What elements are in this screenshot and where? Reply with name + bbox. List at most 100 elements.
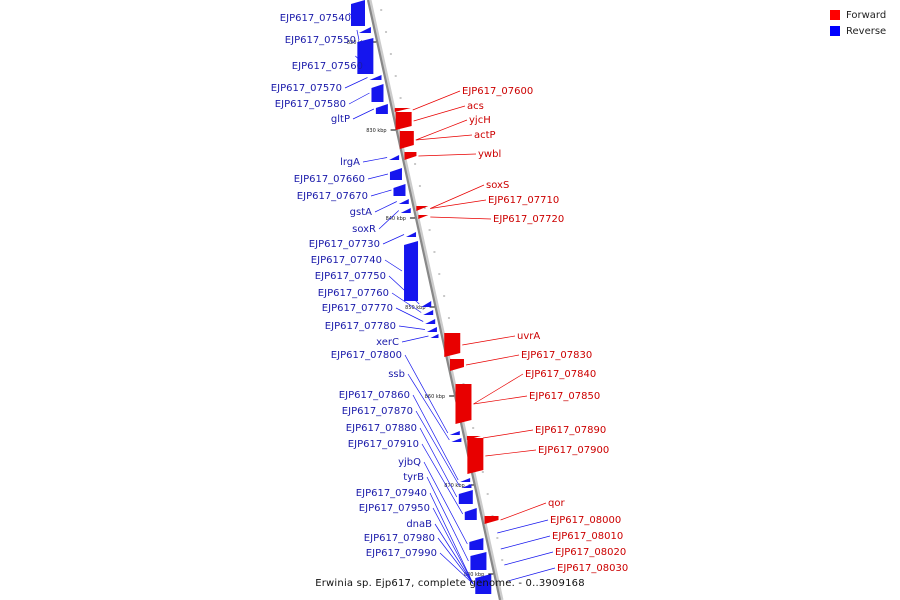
reverse-gene-label: xerC [376, 337, 399, 348]
reverse-gene [426, 327, 437, 332]
forward-gene [467, 438, 484, 474]
reverse-gene-label: EJP617_07800 [331, 350, 402, 361]
legend: Forward Reverse [830, 8, 892, 40]
reverse-leader-line [407, 373, 450, 441]
reverse-leader-line [429, 492, 474, 585]
reverse-leader-line [419, 427, 458, 498]
reverse-gene-label: EJP617_07570 [271, 83, 342, 94]
reverse-gene [449, 431, 460, 435]
forward-gene-label: qor [548, 498, 565, 509]
legend-reverse: Reverse [830, 24, 892, 38]
reverse-gene [451, 438, 462, 442]
reverse-leader-line [423, 461, 468, 545]
forward-gene [416, 206, 429, 211]
forward-gene-label: EJP617_08000 [550, 515, 621, 526]
reverse-gene-label: soxR [352, 224, 376, 235]
genome-title: Erwinia sp. Ejp617, complete genome. - 0… [315, 578, 585, 589]
scale-label: 850 kbp [405, 305, 425, 311]
forward-gene-label: EJP617_07600 [462, 86, 533, 97]
scale-label: 830 kbp [366, 128, 386, 134]
reverse-leader-line [439, 552, 474, 585]
forward-leader-line [465, 354, 520, 366]
forward-leader-line [430, 184, 485, 209]
reverse-gene [421, 301, 432, 307]
reverse-gene-label: EJP617_07880 [346, 423, 417, 434]
reverse-gene-label: EJP617_07580 [275, 99, 346, 110]
reverse-gene-label: EJP617_07660 [294, 174, 365, 185]
reverse-leader-line [404, 354, 449, 434]
reverse-gene-label: EJP617_07990 [366, 548, 437, 559]
reverse-gene-label: EJP617_07860 [339, 390, 410, 401]
reverse-gene [375, 104, 388, 114]
reverse-gene-label: gltP [331, 114, 350, 125]
scale-label: 870 kbp [444, 483, 464, 489]
reverse-gene [460, 478, 471, 482]
forward-leader-line [413, 105, 466, 122]
reverse-gene [393, 184, 406, 196]
reverse-gene-label: ssb [388, 369, 405, 380]
reverse-gene [461, 484, 472, 488]
forward-gene-label: EJP617_07830 [521, 350, 592, 361]
forward-gene-label: EJP617_07840 [525, 369, 596, 380]
reverse-gene [351, 0, 365, 26]
reverse-gene-label: lrgA [340, 157, 360, 168]
forward-gene [395, 112, 412, 130]
reverse-gene-label: EJP617_07760 [318, 288, 389, 299]
forward-gene-label: EJP617_07720 [493, 214, 564, 225]
reverse-leader-line [388, 275, 420, 305]
reverse-gene [369, 75, 382, 80]
reverse-gene-label: EJP617_07540 [280, 13, 351, 24]
reverse-gene [389, 155, 400, 160]
reverse-gene-label: EJP617_07750 [315, 271, 386, 282]
forward-leader-line [473, 373, 524, 405]
reverse-gene-label: EJP617_07730 [309, 239, 380, 250]
reverse-leader-line [384, 259, 403, 272]
forward-leader-line [430, 199, 487, 209]
forward-gene-label: ywbl [478, 149, 501, 160]
reverse-leader-line [434, 523, 474, 585]
forward-leader-line [497, 519, 549, 534]
reverse-gene [400, 208, 411, 213]
reverse-gene-label: EJP617_07560 [292, 61, 363, 72]
forward-gene [449, 359, 464, 371]
forward-leader-line [507, 567, 556, 582]
forward-gene [455, 384, 472, 424]
forward-leader-line [500, 502, 547, 521]
reverse-gene [406, 232, 417, 237]
forward-gene [484, 516, 499, 524]
reverse-leader-line [370, 189, 392, 197]
reverse-gene [425, 319, 436, 324]
forward-leader-line [485, 449, 537, 457]
reverse-leader-line [401, 335, 429, 343]
forward-gene-label: EJP617_08010 [552, 531, 623, 542]
reverse-leader-line [382, 234, 405, 245]
reverse-gene [430, 334, 439, 338]
reverse-leader-line [432, 507, 474, 585]
backbone-shadow [368, 0, 504, 600]
reverse-gene-label: EJP617_07940 [356, 488, 427, 499]
forward-swatch [830, 10, 840, 20]
forward-gene-label: soxS [486, 180, 509, 191]
reverse-leader-line [415, 410, 460, 487]
reverse-gene-label: gstA [350, 207, 372, 218]
reverse-gene [458, 490, 473, 504]
reverse-leader-line [362, 157, 388, 163]
reverse-gene-label: EJP617_07910 [348, 439, 419, 450]
reverse-gene [404, 241, 419, 301]
forward-gene-label: EJP617_07890 [535, 425, 606, 436]
reverse-leader-line [367, 173, 389, 180]
forward-leader-line [482, 429, 534, 439]
reverse-gene [371, 84, 384, 102]
reverse-gene [469, 538, 484, 550]
reverse-gene-label: EJP617_07670 [297, 191, 368, 202]
forward-gene-label: EJP617_07900 [538, 445, 609, 456]
forward-gene-label: actP [474, 130, 496, 141]
reverse-gene [475, 574, 492, 594]
forward-leader-line [500, 535, 551, 550]
legend-forward: Forward [830, 8, 892, 22]
forward-gene-label: EJP617_08020 [555, 547, 626, 558]
reverse-gene-label: EJP617_07980 [364, 533, 435, 544]
reverse-gene-label: yjbQ [398, 457, 421, 468]
forward-leader-line [462, 335, 516, 346]
